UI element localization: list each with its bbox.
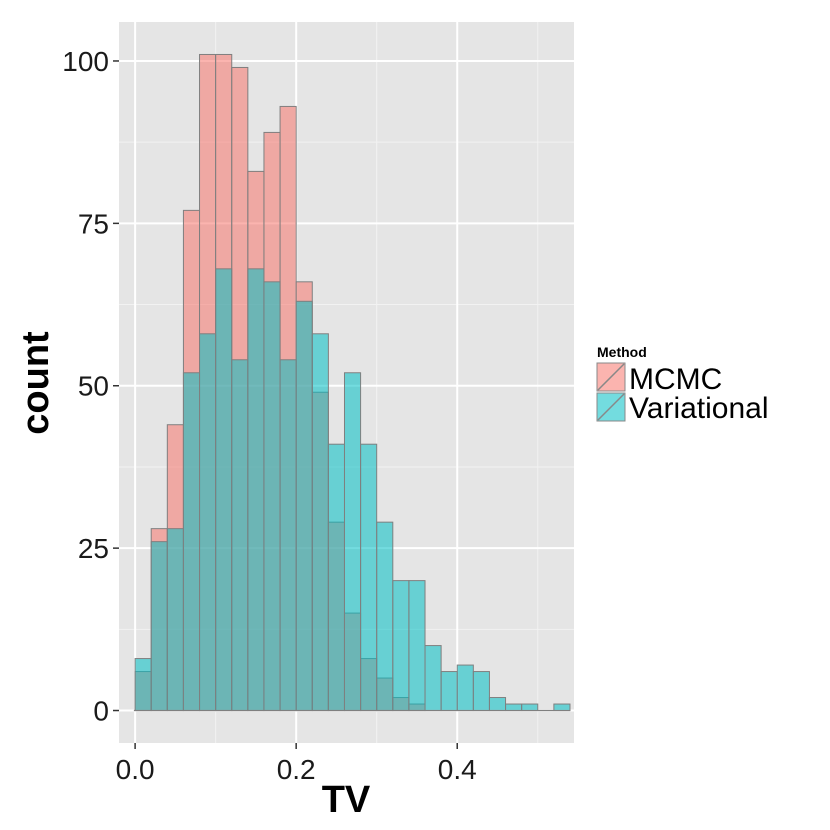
x-axis-title: TV [322, 779, 371, 821]
y-tick-label: 100 [62, 46, 109, 77]
bar-variational-12 [327, 443, 345, 712]
y-tick-label: 25 [78, 533, 109, 564]
bar-variational-18 [424, 645, 442, 712]
legend-key-slash-mcmc [597, 363, 625, 391]
bar-variational-16 [392, 580, 410, 712]
legend-title: Method [597, 344, 647, 360]
y-tick-label: 0 [93, 696, 109, 727]
bar-variational-7 [247, 268, 265, 712]
x-tick-label: 0.4 [438, 754, 477, 785]
bar-variational-22 [488, 697, 507, 712]
x-tick-label: 0.2 [277, 754, 316, 785]
bar-variational-4 [199, 333, 217, 712]
legend-item-variational: Variational [596, 392, 769, 425]
bar-variational-13 [343, 372, 362, 712]
y-tick-label: 75 [78, 208, 109, 239]
legend-label-mcmc: MCMC [629, 363, 722, 396]
bar-variational-2 [166, 528, 184, 712]
bar-variational-26 [553, 703, 571, 712]
bar-variational-11 [311, 333, 329, 712]
x-axis-ticks: 0.0 0.2 0.4 [116, 743, 477, 785]
legend-label-variational: Variational [629, 392, 769, 425]
bar-variational-15 [376, 521, 394, 712]
bar-variational-14 [360, 443, 378, 712]
bar-variational-23 [505, 703, 523, 712]
bar-variational-8 [263, 281, 281, 712]
bar-variational-17 [408, 580, 426, 712]
y-tick-label: 50 [78, 371, 109, 402]
bar-variational-5 [215, 268, 233, 712]
bar-variational-0 [134, 658, 152, 712]
bar-variational-9 [279, 359, 297, 712]
bar-variational-10 [295, 300, 313, 712]
y-axis-ticks: 0 25 50 75 100 [62, 46, 119, 727]
bar-variational-3 [182, 372, 201, 712]
bar-variational-19 [440, 671, 458, 712]
legend-key-slash-variational [597, 393, 625, 421]
variational-bars [133, 268, 571, 712]
bar-variational-1 [150, 541, 168, 712]
bar-variational-24 [521, 703, 539, 712]
bar-variational-21 [472, 671, 490, 712]
y-axis-title: count [15, 331, 57, 435]
legend: Method MCMC Variational [596, 344, 769, 425]
bar-variational-20 [456, 664, 474, 712]
bar-variational-6 [231, 359, 249, 712]
legend-item-mcmc: MCMC [596, 362, 722, 396]
x-tick-label: 0.0 [116, 754, 155, 785]
